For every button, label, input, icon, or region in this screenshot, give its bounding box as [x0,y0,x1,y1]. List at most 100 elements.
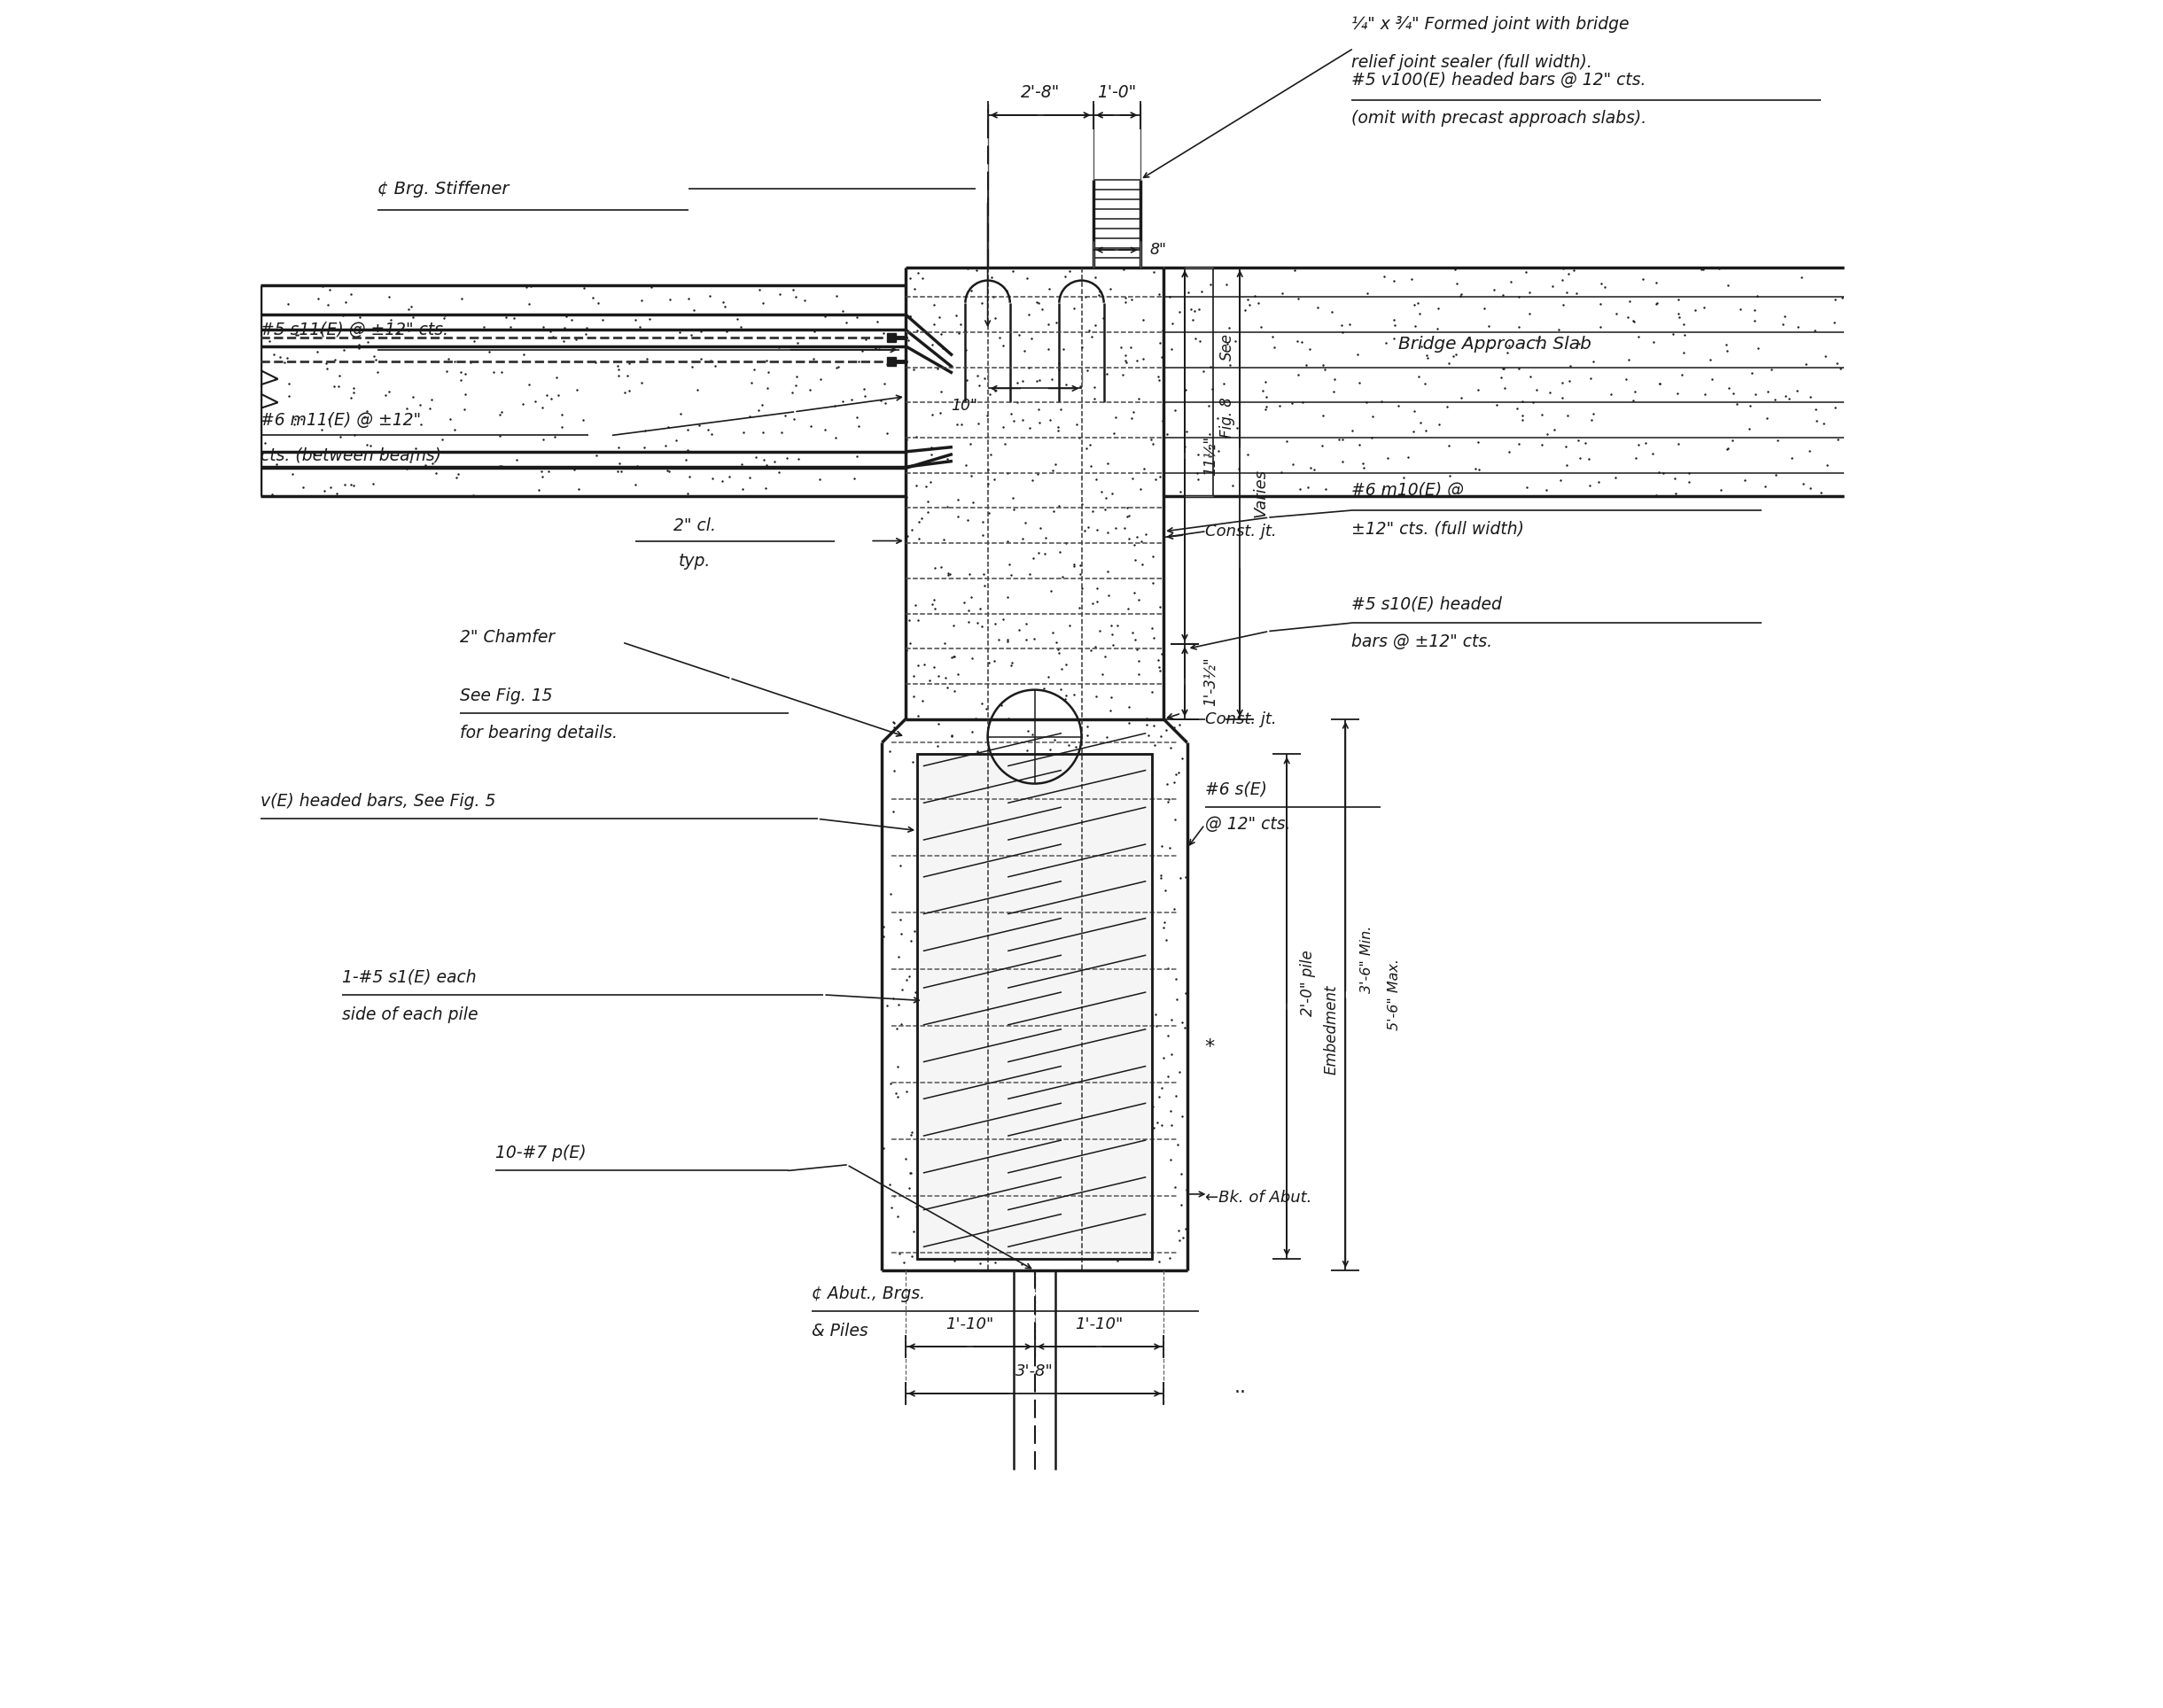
Point [891,523,926,550]
Point [545,401,580,429]
Point [956,719,991,746]
Point [1142,1083,1177,1110]
Point [309,355,344,383]
Point [327,471,361,499]
Point [448,396,482,424]
Point [1306,352,1341,379]
Point [599,458,634,485]
Point [270,343,305,371]
Point [632,306,666,333]
Point [374,306,409,333]
Point [601,362,636,389]
Point [1036,726,1071,753]
Point [489,302,523,330]
Point [1315,297,1350,325]
Point [1008,509,1043,536]
Point [1118,625,1153,652]
Point [779,372,813,400]
Point [1170,1175,1205,1202]
Point [976,758,1010,786]
Point [482,422,517,449]
Point [1025,295,1060,323]
Point [1023,1165,1058,1192]
Point [1101,1126,1136,1153]
Point [941,502,976,529]
Point [1036,456,1071,483]
Point [1136,258,1170,285]
Point [1549,278,1583,306]
Point [311,290,346,318]
Point [1058,552,1092,579]
Point [781,446,815,473]
Point [919,974,954,1001]
Point [978,377,1012,405]
Point [1118,881,1153,909]
Point [275,461,309,488]
Point [342,331,376,359]
Point [281,321,316,348]
Point [1034,963,1069,991]
Point [1430,393,1464,420]
Point [1120,1032,1155,1059]
Point [995,787,1030,815]
Point [1162,758,1196,786]
Point [997,495,1032,523]
Point [941,485,976,512]
Point [1114,333,1149,360]
Point [1125,550,1159,577]
Point [1529,477,1564,504]
Point [867,1134,902,1161]
Point [1577,348,1611,376]
Point [1144,318,1179,345]
Point [1151,1023,1185,1050]
Point [891,963,926,991]
Point [1640,289,1674,316]
Point [1006,1209,1040,1237]
Point [580,442,614,470]
Point [1092,581,1127,608]
Point [1666,311,1700,338]
Point [255,480,290,507]
Point [1784,265,1819,292]
Point [333,384,368,412]
Point [997,849,1032,876]
Point [1146,1044,1181,1071]
Point [1023,941,1058,968]
Point [1568,429,1603,456]
Point [1462,456,1497,483]
Point [1642,458,1676,485]
Point [898,979,932,1006]
Point [1107,1023,1142,1050]
Point [1492,268,1527,295]
Point [880,1083,915,1110]
Point [973,1184,1008,1211]
Point [952,1115,986,1143]
Point [1306,401,1341,429]
Point [1049,371,1084,398]
Point [1066,999,1101,1027]
Point [1038,629,1073,656]
Point [1155,1040,1190,1068]
Point [1326,447,1361,475]
Point [396,384,430,412]
Point [921,711,956,738]
Point [1129,1105,1164,1132]
Point [1136,1114,1170,1141]
Point [930,1117,965,1144]
Point [1181,295,1216,323]
Point [986,333,1021,360]
Point [392,295,426,323]
Point [314,439,348,466]
Point [740,444,774,471]
Point [1103,1040,1138,1068]
Point [327,302,361,330]
Point [1181,466,1216,494]
Point [1733,393,1767,420]
Point [301,285,335,313]
Point [913,987,947,1015]
Point [318,372,353,400]
Point [1553,352,1588,379]
Point [517,388,552,415]
Point [562,475,597,502]
Point [1027,774,1062,801]
